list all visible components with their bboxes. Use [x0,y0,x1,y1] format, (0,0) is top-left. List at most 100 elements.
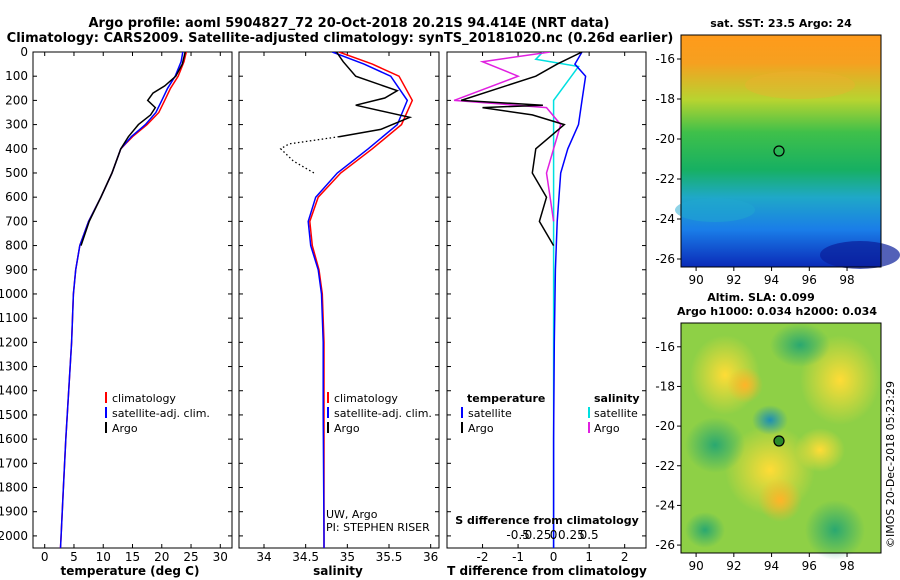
difference-ticks: -2 -1 0 1 2 [447,51,646,564]
depth-tick-label: 1900 [0,505,28,519]
ssh-map: Altim. SLA: 0.099 Argo h1000: 0.034 h200… [655,291,882,573]
t-satellite-diff-line [552,52,587,548]
s-difference-tick-labels: -0.5-0.250 0.250.5 [506,528,598,542]
legend-swatch-black [105,422,107,433]
depth-tick-label: 1400 [0,384,28,398]
map-lat-label: -20 [655,132,675,146]
x-tick-label: 0 [550,550,558,564]
s-difference-label: S difference from climatology [455,514,639,527]
x-tick-label: 34.5 [292,550,319,564]
depth-tick-label: 1200 [0,335,28,349]
depth-tick-label: 100 [5,69,28,83]
ssh-map-title1: Altim. SLA: 0.099 [707,291,814,304]
x-tick-label: 0 [41,550,49,564]
map-lon-label: 98 [839,273,854,287]
x-tick-label: 35.5 [376,550,403,564]
map-lat-label: -22 [655,459,675,473]
legend-t-argo: Argo [468,422,494,435]
temperature-panel: 0 5 10 15 20 25 30 temperature (deg C) climato… [32,51,233,578]
x-tick-label: -2 [477,550,489,564]
sst-warm-patch [745,71,855,99]
map-lat-label: -24 [655,212,675,226]
legend-swatch-magenta [588,422,590,433]
depth-tick-label: 1100 [0,311,28,325]
map-lon-label: 96 [802,559,817,573]
map-lat-label: -26 [655,252,675,266]
figure-title-line2: Climatology: CARS2009. Satellite-adjuste… [7,31,674,46]
salinity-argo-dotted-line [279,136,340,174]
legend-salinity-title: salinity [594,392,640,405]
map-lat-label: -18 [655,92,675,106]
depth-tick-label: 2000 [0,529,28,543]
map-lon-label: 90 [688,559,703,573]
s-satellite-diff-line [534,52,580,548]
depth-tick-label: 800 [5,239,28,253]
depth-tick-label: 300 [5,118,28,132]
map-lat-label: -24 [655,498,675,512]
depth-tick-label: 0 [20,45,28,59]
credit-pi: PI: STEPHEN RISER [326,521,430,534]
legend-temperature-title: temperature [467,392,545,405]
depth-tick-label: 900 [5,263,28,277]
legend-satellite: satellite-adj. clim. [334,407,432,420]
legend-swatch-cyan [588,407,590,418]
map-lon-label: 94 [764,559,779,573]
temperature-plot-frame [32,51,233,549]
salinity-legend: climatology satellite-adj. clim. Argo [327,392,432,435]
depth-tick-label: 1700 [0,456,28,470]
map-lat-label: -22 [655,172,675,186]
depth-axis-labels: 0 100 200 300 400 500 600 700 800 900 1000 1100 1200… [0,45,28,543]
map-lon-label: 96 [802,273,817,287]
legend-swatch-blue [327,407,329,418]
x-tick-label: -1 [512,550,524,564]
depth-tick-label: 500 [5,166,28,180]
legend-t-satellite: satellite [468,407,512,420]
temperature-legend: climatology satellite-adj. clim. Argo [105,392,210,435]
credit-uw-argo: UW, Argo [326,508,378,521]
map-lat-label: -16 [655,52,675,66]
legend-s-argo: Argo [594,422,620,435]
s-diff-tick-label: -0.25 [520,528,551,542]
sst-map-title: sat. SST: 23.5 Argo: 24 [710,17,852,30]
salinity-plot-frame [238,51,440,549]
s-argo-diff-line [453,52,562,222]
x-tick-label: 1 [585,550,593,564]
t-argo-diff-line [460,52,583,246]
map-lat-label: -18 [655,379,675,393]
map-lat-label: -26 [655,538,675,552]
s-diff-tick-label: 0.25 [558,528,585,542]
sst-map-frame [680,34,882,268]
x-tick-label: 2 [621,550,629,564]
salinity-satellite-line [307,52,409,548]
sst-map-ticks: 90 92 94 96 98 -16 -18 -20 -22 -24 -26 [655,52,854,287]
legend-s-satellite: satellite [594,407,638,420]
salinity-panel: 34 34.5 35 35.5 36 salinity climatology sate… [238,51,440,578]
map-lon-label: 92 [726,559,741,573]
depth-tick-label: 1800 [0,481,28,495]
depth-tick-label: 1600 [0,432,28,446]
temperature-satellite-line [59,52,184,548]
legend-argo: Argo [334,422,360,435]
salinity-xlabel: salinity [313,564,363,578]
x-tick-label: 15 [125,550,140,564]
salinity-climatology-line [309,52,414,548]
map-lon-label: 94 [764,273,779,287]
x-tick-label: 30 [213,550,228,564]
depth-tick-label: 1500 [0,408,28,422]
map-lon-label: 92 [726,273,741,287]
legend-argo: Argo [112,422,138,435]
legend-swatch-red [105,392,107,403]
sst-cool-patch [675,198,755,222]
depth-tick-label: 1300 [0,360,28,374]
salinity-ticks: 34 34.5 35 35.5 36 [239,51,439,564]
map-lon-label: 98 [839,559,854,573]
depth-tick-label: 600 [5,190,28,204]
salinity-argo-line [335,52,413,138]
temperature-xlabel: temperature (deg C) [61,564,200,578]
legend-swatch-black [327,422,329,433]
legend-swatch-blue [461,407,463,418]
x-tick-label: 34 [256,550,271,564]
difference-panel: -2 -1 0 1 2 T difference from climatology S … [446,51,647,578]
depth-tick-label: 1000 [0,287,28,301]
figure-title-line1: Argo profile: aoml 5904827_72 20-Oct-201… [89,16,610,31]
